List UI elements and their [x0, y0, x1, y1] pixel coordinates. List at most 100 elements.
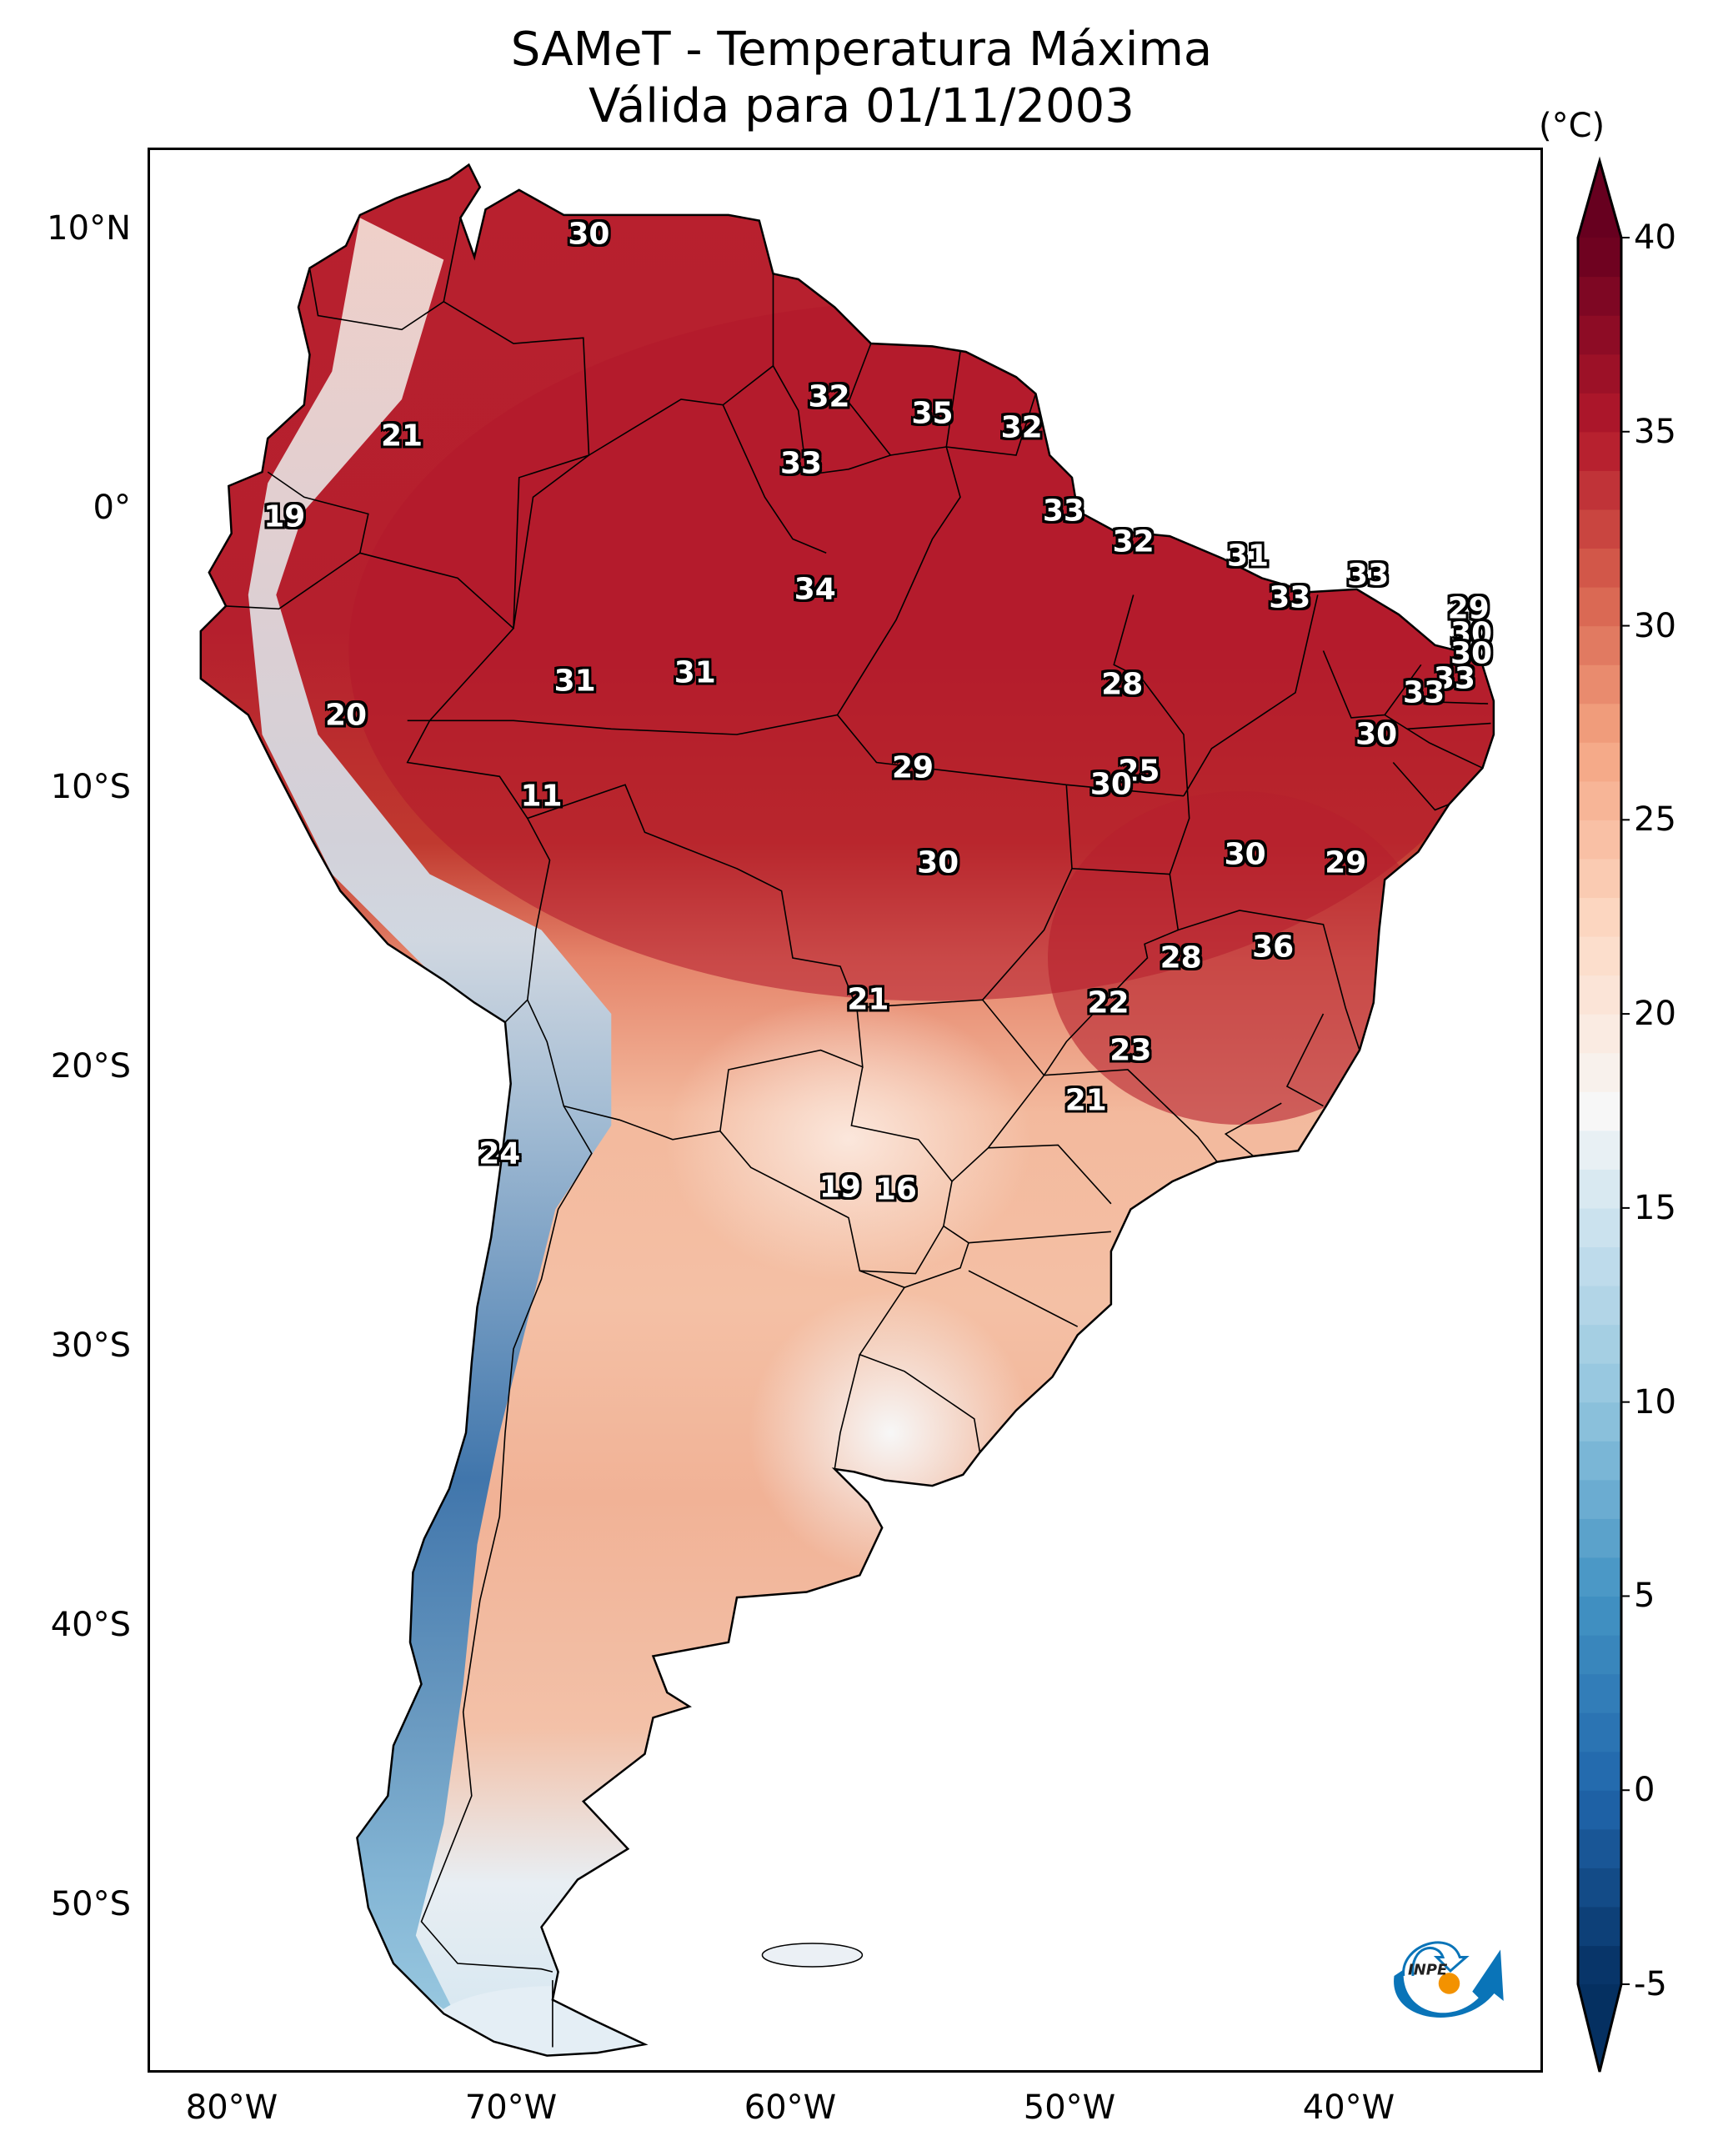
station-value-label: 28 — [1160, 940, 1202, 975]
inpe-logo: INPE — [1394, 1941, 1504, 2018]
colorbar-segment — [1578, 1207, 1621, 1248]
station-value-label: 28 — [1101, 667, 1144, 702]
station-value-label: 30 — [1355, 717, 1398, 752]
colorbar-segment — [1578, 1868, 1621, 1908]
colorbar-segment — [1578, 820, 1621, 860]
station-value-label: 30 — [1450, 636, 1493, 671]
station-value-label: 19 — [263, 499, 306, 534]
colorbar-segment — [1578, 936, 1621, 976]
colorbar-segment — [1578, 1052, 1621, 1092]
colorbar-segment — [1578, 1790, 1621, 1830]
inpe-logo-sun — [1438, 1973, 1460, 1994]
political-border — [1224, 1102, 1282, 1157]
colorbar-segment — [1578, 1673, 1621, 1713]
colorbar-segment — [1578, 1441, 1621, 1481]
colorbar-segment — [1578, 238, 1621, 278]
inpe-logo-swirl — [1394, 1949, 1504, 2018]
colorbar-segment — [1578, 1363, 1621, 1403]
colorbar-segment — [1578, 897, 1621, 937]
colorbar-segment — [1578, 625, 1621, 665]
longitude-tick-label: 50°W — [1023, 2088, 1116, 2127]
station-value-label: 21 — [847, 982, 889, 1017]
colorbar-segment — [1578, 1401, 1621, 1442]
station-value-label: 33 — [1269, 580, 1311, 615]
political-border — [407, 714, 1185, 797]
colorbar-segment — [1578, 780, 1621, 820]
inpe-logo-outline — [1402, 1941, 1470, 1977]
chart-subtitle: Válida para 01/11/2003 — [589, 79, 1134, 133]
political-border — [359, 552, 551, 1023]
station-value-label: 16 — [874, 1172, 917, 1207]
political-border — [1065, 594, 1190, 875]
station-value-label: 33 — [779, 446, 823, 481]
colorbar-segment — [1578, 315, 1621, 355]
chart-title: SAMeT - Temperatura Máxima — [510, 23, 1213, 77]
station-value-label: 33 — [1042, 494, 1084, 529]
colorbar-segment — [1578, 664, 1621, 704]
political-border — [988, 1144, 1112, 1205]
colorbar-segment — [1578, 1130, 1621, 1170]
station-value-label: 30 — [917, 845, 959, 880]
colorbar-tick-label: 30 — [1634, 606, 1676, 645]
colorbar-extend-max — [1578, 161, 1621, 238]
political-border — [527, 784, 864, 1141]
longitude-tick-label: 40°W — [1302, 2088, 1395, 2127]
latitude-tick-label: 40°S — [50, 1606, 131, 1644]
andes-cold-band — [248, 218, 612, 2019]
colorbar-segment — [1578, 587, 1621, 627]
political-border — [420, 1106, 593, 1973]
political-border — [1384, 714, 1483, 769]
longitude-tick-label: 60°W — [744, 2088, 837, 2127]
station-value-label: 34 — [794, 572, 836, 607]
temperature-field — [200, 164, 1494, 2056]
colorbar-tick-label: 10 — [1634, 1382, 1676, 1421]
station-value-label: 30 — [1224, 837, 1266, 872]
cool-region — [749, 1291, 1033, 1575]
colorbar-segment — [1578, 1324, 1621, 1364]
colorbar-segment — [1578, 1246, 1621, 1286]
inpe-logo-text: INPE — [1408, 1962, 1448, 1979]
latitude-tick-label: 0° — [93, 489, 131, 527]
station-value-label: 24 — [478, 1136, 521, 1171]
political-border — [722, 404, 827, 554]
station-value-label: 22 — [1087, 985, 1129, 1020]
colorbar-segment — [1578, 431, 1621, 471]
colorbar-segment — [1578, 1751, 1621, 1791]
colorbar-tick-label: 0 — [1634, 1771, 1655, 1810]
colorbar-segment — [1578, 1828, 1621, 1868]
station-value-label: 21 — [380, 419, 423, 454]
colorbar-segment — [1578, 703, 1621, 743]
colorbar-segment — [1578, 1596, 1621, 1636]
colorbar-segment — [1578, 1286, 1621, 1326]
map-frame: 30 32 35 32 21 33 19 33 32 34 31 33 33 29 30 30 31 31 33 33… — [148, 148, 1543, 2073]
colorbar-segment — [1578, 393, 1621, 433]
station-value-label: 25 — [1118, 754, 1160, 789]
political-border — [1406, 700, 1489, 704]
station-value-label: 29 — [1447, 591, 1490, 626]
colorbar-segment — [1578, 353, 1621, 394]
station-value-label: 33 — [1347, 558, 1390, 593]
political-border — [225, 471, 369, 610]
station-value-label: 35 — [911, 396, 954, 431]
station-value-label: 20 — [324, 698, 368, 733]
political-border — [945, 351, 961, 448]
colorbar-segment — [1578, 509, 1621, 549]
station-value-label: 19 — [819, 1170, 861, 1205]
colorbar-segment — [1578, 1091, 1621, 1131]
station-value-label: 29 — [1325, 845, 1367, 880]
colorbar-segment — [1578, 1014, 1621, 1054]
colorbar — [1576, 156, 1630, 2073]
political-border — [1322, 650, 1422, 719]
colorbar-segment — [1578, 1945, 1621, 1985]
colorbar-unit-label: (°C) — [1539, 107, 1605, 145]
latitude-tick-label: 10°N — [47, 209, 131, 248]
political-border — [1392, 761, 1450, 811]
falkland-islands — [761, 1943, 864, 1968]
colorbar-segment — [1578, 1557, 1621, 1597]
station-value-label: 31 — [674, 655, 716, 690]
political-border — [968, 1231, 1111, 1244]
hot-region — [1048, 791, 1431, 1125]
political-border — [859, 1225, 969, 1289]
political-border — [848, 343, 891, 456]
latitude-tick-label: 50°S — [50, 1885, 131, 1923]
